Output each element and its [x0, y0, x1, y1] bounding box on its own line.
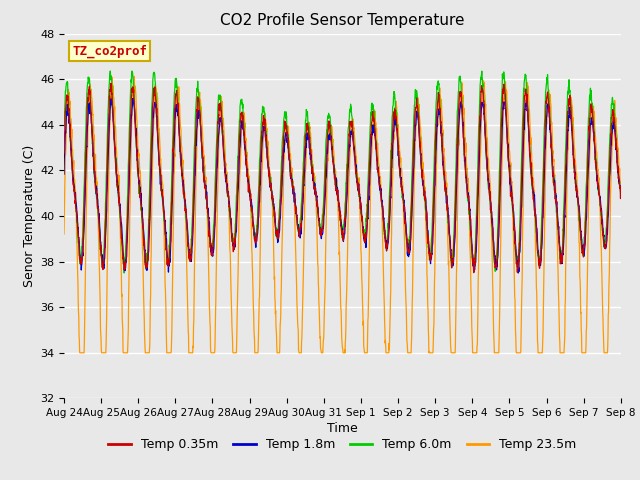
X-axis label: Time: Time: [327, 422, 358, 435]
Text: TZ_co2prof: TZ_co2prof: [72, 45, 147, 58]
Title: CO2 Profile Sensor Temperature: CO2 Profile Sensor Temperature: [220, 13, 465, 28]
Legend: Temp 0.35m, Temp 1.8m, Temp 6.0m, Temp 23.5m: Temp 0.35m, Temp 1.8m, Temp 6.0m, Temp 2…: [103, 433, 582, 456]
Y-axis label: Senor Temperature (C): Senor Temperature (C): [23, 145, 36, 287]
